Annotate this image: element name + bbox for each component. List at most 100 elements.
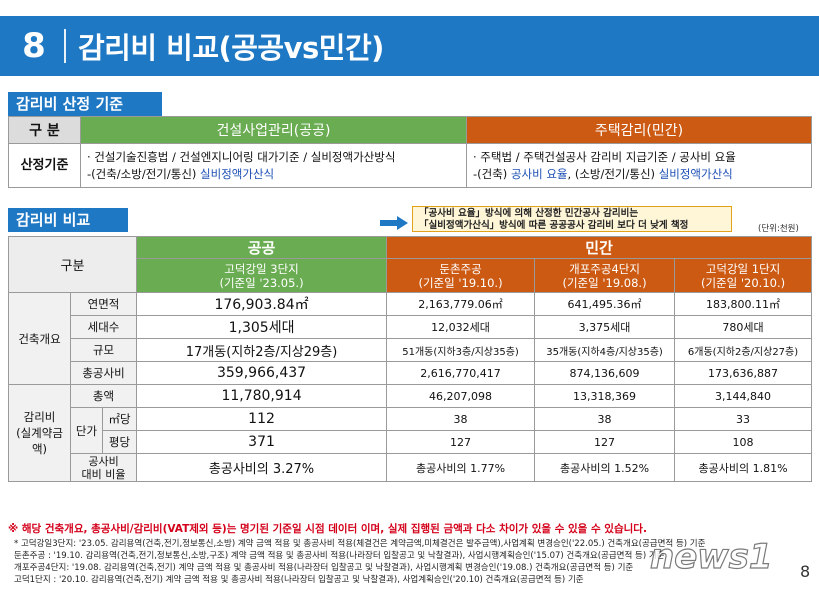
criteria-private-head: 주택감리(민간): [466, 116, 812, 144]
table-row: 단가 ㎡당 112 38 38 33: [9, 407, 813, 454]
cell-value: 183,800.11㎡: [674, 292, 813, 316]
cell-value: 17개동(지하2층/지상29층): [136, 338, 388, 362]
cell-value: 127: [534, 430, 676, 454]
criteria-public-cell: · 건설기술진흥법 / 건설엔지니어링 대가기준 / 실비정액가산방식 -(건축…: [80, 143, 467, 188]
warning-note: ※ 해당 건축개요, 총공사비/감리비(VAT제외 등)는 명기된 기준일 시점…: [8, 523, 647, 535]
slide-number: 8: [22, 26, 46, 66]
cell-value: 11,780,914: [136, 384, 388, 408]
slide-header: 8 감리비 비교(공공vs민간): [0, 16, 819, 76]
cell-value: 371: [136, 430, 388, 454]
site-dunchon: 둔촌주공 (기준일 '19.10.): [386, 258, 536, 293]
row-label-total: 총액: [69, 384, 138, 408]
row-label-ratio: 공사비 대비 비율: [69, 453, 138, 482]
comparison-note-line2: 「실비정액가산식」방식에 따른 공공공사 감리비 보다 더 낮게 책정: [419, 220, 689, 231]
row-label-ratio-line2: 대비 비율: [81, 467, 126, 481]
category-fee-line1: 감리비: [23, 410, 56, 424]
criteria-private-line2-prefix: -(건축): [473, 166, 511, 181]
comparison-gubun: 구분: [7, 236, 138, 293]
cell-value: 176,903.84㎡: [136, 292, 388, 316]
cell-value: 3,375세대: [534, 315, 676, 339]
site-gaepo4: 개포주공4단지 (기준일 '19.08.): [534, 258, 676, 293]
cell-value: 2,616,770,417: [386, 361, 536, 385]
footnote-line: 둔촌주공 : '19.10. 감리용역(건축,전기,정보통신,소방,구조) 계약…: [14, 551, 665, 561]
footnote-line: 고덕1단지 : '20.10. 감리용역(건축,전기) 계약 금액 적용 및 총…: [14, 575, 584, 585]
table-row: 총공사비 359,966,437 2,616,770,417 874,136,6…: [9, 361, 813, 385]
cell-value: 38: [534, 407, 676, 431]
row-label-units: 세대수: [69, 315, 138, 339]
criteria-public-line1: · 건설기술진흥법 / 건설엔지니어링 대가기준 / 실비정액가산방식: [87, 149, 396, 164]
row-label-ratio-line1: 공사비: [88, 454, 119, 468]
site-dunchon-name: 둔촌주공: [439, 261, 482, 276]
comparison-public-head: 공공: [136, 236, 388, 259]
comparison-note-line1: 「공사비 요율」방식에 의해 산정한 민간공사 감리비는: [419, 208, 639, 219]
criteria-private-line2-mid: , (소방/전기/통신): [567, 166, 659, 181]
criteria-private-line2: -(건축) 공사비 요율, (소방/전기/통신) 실비정액가산식: [473, 166, 805, 183]
news1-watermark-logo: news1: [649, 536, 773, 577]
site-gaepo4-name: 개포주공4단지: [569, 261, 640, 276]
site-gd1-base: (기준일 '20.10.): [700, 275, 786, 290]
unit-label: (단위:천원): [758, 224, 799, 234]
cell-value: 359,966,437: [136, 361, 388, 385]
table-row: 감리비 (실계약금액) 총액 11,780,914 46,207,098 13,3…: [8, 384, 813, 482]
criteria-col-label: 구 분: [8, 116, 81, 144]
site-gd3-name: 고덕강일 3단지: [224, 261, 299, 276]
section-tag-criteria: 감리비 산정 기준: [8, 92, 162, 116]
criteria-private-cell: · 주택법 / 주택건설공사 감리비 지급기준 / 공사비 요율 -(건축) 공…: [466, 143, 812, 188]
table-row: 세대수 1,305세대 12,032세대 3,375세대 780세대: [9, 315, 813, 339]
table-row: 건축개요 연면적 176,903.84㎡ 2,163,779.06㎡ 641,4…: [8, 292, 813, 385]
table-row: 규모 17개동(지하2층/지상29층) 51개동(지하3층/지상35층) 35개…: [9, 338, 813, 362]
criteria-public-method: 실비정액가산식: [200, 166, 275, 181]
criteria-private-line1: · 주택법 / 주택건설공사 감리비 지급기준 / 공사비 요율: [473, 149, 736, 164]
slide-title: 감리비 비교(공공vs민간): [78, 31, 384, 65]
site-gd1-name: 고덕강일 1단지: [705, 261, 781, 276]
section-tag-comparison: 감리비 비교: [8, 208, 128, 232]
cell-value: 108: [674, 430, 813, 454]
cell-value: 641,495.36㎡: [534, 292, 676, 316]
cell-value: 총공사비의 3.27%: [136, 453, 388, 482]
cell-value: 112: [136, 407, 388, 431]
cell-value: 127: [386, 430, 536, 454]
cell-value: 3,144,840: [674, 384, 813, 408]
row-label-per-py: 평당: [101, 430, 138, 454]
table-row: 평당 371 127 127 108: [9, 430, 813, 454]
cell-value: 38: [386, 407, 536, 431]
cell-value: 총공사비의 1.77%: [386, 453, 536, 482]
footnote-line: 개포주공4단지: '19.08. 감리용역(건축,전기) 계약 금액 적용 및 …: [14, 563, 634, 573]
cell-value: 46,207,098: [386, 384, 536, 408]
category-fee: 감리비 (실계약금액): [8, 384, 71, 482]
cell-value: 35개동(지하4층/지상35층): [534, 338, 676, 362]
cell-value: 총공사비의 1.52%: [534, 453, 676, 482]
cell-value: 총공사비의 1.81%: [674, 453, 813, 482]
criteria-public-line2: -(건축/소방/전기/통신) 실비정액가산식: [87, 166, 460, 183]
watermark-text: news1: [650, 537, 773, 577]
row-label-cost: 총공사비: [69, 361, 138, 385]
cell-value: 173,636,887: [674, 361, 813, 385]
criteria-private-method: 실비정액가산식: [658, 166, 733, 181]
criteria-public-line2-prefix: -(건축/소방/전기/통신): [87, 166, 201, 181]
cell-value: 12,032세대: [386, 315, 536, 339]
comparison-private-head: 민간: [386, 236, 813, 259]
row-label-scale: 규모: [69, 338, 138, 362]
site-gd1: 고덕강일 1단지 (기준일 '20.10.): [674, 258, 813, 293]
site-gaepo4-base: (기준일 '19.08.): [562, 275, 647, 290]
site-gd3-base: (기준일 '23.05.): [219, 275, 304, 290]
criteria-table: 구 분 건설사업관리(공공) 주택감리(민간) 산정기준 · 건설기술진흥법 /…: [8, 116, 812, 188]
row-label-danga: 단가: [70, 407, 103, 454]
cell-value: 51개동(지하3층/지상35층): [386, 338, 536, 362]
category-building: 건축개요: [8, 292, 71, 385]
cell-value: 33: [674, 407, 813, 431]
comparison-note: 「공사비 요율」방식에 의해 산정한 민간공사 감리비는 「실비정액가산식」방식…: [412, 206, 732, 232]
header-divider: [64, 29, 66, 63]
footnote-line: * 고덕강일3단지: '23.05. 감리용역(건축,전기,정보통신,소방) 계…: [14, 539, 706, 549]
table-row: 공사비 대비 비율 총공사비의 3.27% 총공사비의 1.77% 총공사비의 1…: [9, 453, 813, 482]
site-gd3: 고덕강일 3단지 (기준일 '23.05.): [136, 258, 388, 293]
cell-value: 780세대: [674, 315, 813, 339]
comparison-table: 구분 공공 민간 고덕강일 3단지 (기준일 '23.05.) 둔촌주공 (기준일 …: [7, 236, 813, 482]
arrow-right-icon: [380, 216, 408, 230]
criteria-private-rate: 공사비 요율: [510, 166, 568, 181]
cell-value: 13,318,369: [534, 384, 676, 408]
criteria-public-head: 건설사업관리(공공): [80, 116, 467, 144]
criteria-row-label: 산정기준: [8, 143, 81, 188]
category-fee-line2: (실계약금액): [16, 426, 63, 456]
